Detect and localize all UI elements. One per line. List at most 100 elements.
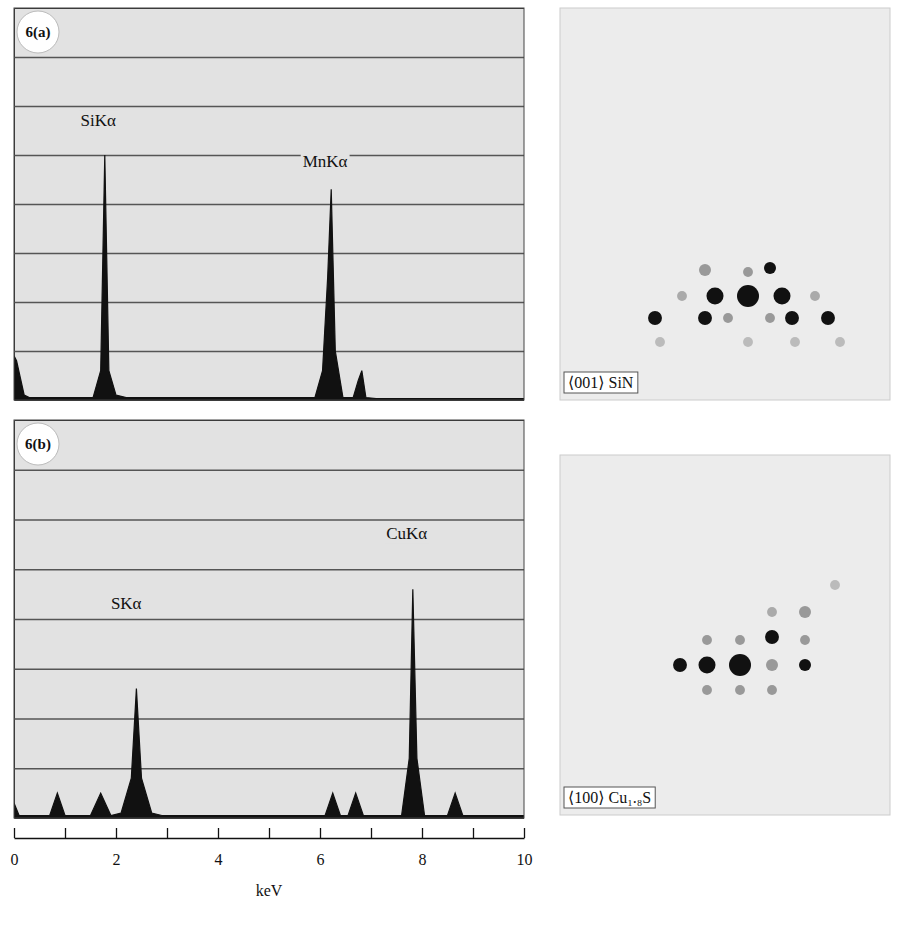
diffraction-spot xyxy=(799,659,811,671)
grid-tick xyxy=(14,669,524,670)
panel-label-text: 6(b) xyxy=(25,436,51,453)
diffraction-spot xyxy=(764,262,776,274)
grid-line xyxy=(14,519,524,521)
diffraction-spot xyxy=(810,291,820,301)
tick-label: 10 xyxy=(517,851,533,868)
peak-label: SKα xyxy=(111,594,142,613)
peak-label: MnKα xyxy=(303,152,348,171)
diffraction-spot xyxy=(723,313,733,323)
x-minor-tick xyxy=(473,828,474,838)
diffraction-spot xyxy=(743,337,753,347)
axis-line xyxy=(15,421,525,819)
grid-line xyxy=(14,569,524,571)
grid-line xyxy=(14,768,524,770)
x-axis-minor xyxy=(66,828,474,838)
diffraction-spot xyxy=(800,635,810,645)
grid-line xyxy=(14,469,524,471)
grid-line xyxy=(14,106,524,108)
x-axis: 0246810 xyxy=(11,828,533,868)
grid-line xyxy=(14,155,524,157)
tick-mark xyxy=(473,828,474,838)
grid-tick xyxy=(14,253,524,254)
marks xyxy=(14,589,524,818)
pattern-caption: ⟨001⟩ SiN xyxy=(564,372,638,393)
grid-line xyxy=(14,668,524,670)
grid-line xyxy=(14,204,524,206)
diffraction-spot xyxy=(702,685,712,695)
grid-tick xyxy=(14,619,524,620)
figure: SiKαMnKα6(a)⟨001⟩ SiNSKαCuKα6(b)0246810k… xyxy=(0,0,897,933)
label-patch xyxy=(78,111,117,130)
tick-label: 6 xyxy=(317,851,325,868)
tick-mark xyxy=(167,828,168,838)
grid-line xyxy=(14,351,524,353)
x-minor-tick xyxy=(269,828,270,838)
grid-line xyxy=(14,57,524,59)
caption-text: ⟨001⟩ SiN xyxy=(568,374,634,391)
diffraction-spot xyxy=(765,630,779,644)
y-axis xyxy=(14,9,524,401)
marks xyxy=(14,155,524,400)
diffraction-spot xyxy=(655,337,665,347)
caption-box xyxy=(564,787,655,808)
diffraction-spot xyxy=(698,311,712,325)
diffraction-spot xyxy=(706,287,723,304)
grid-tick xyxy=(14,204,524,205)
diffraction-spot xyxy=(737,285,759,307)
diffraction-spot xyxy=(835,337,845,347)
tick-mark xyxy=(371,828,372,838)
peak-annotation: SKα xyxy=(109,594,144,613)
diffraction-spot xyxy=(785,311,799,325)
tick-mark xyxy=(422,828,423,838)
diffraction-spot xyxy=(702,635,712,645)
caption-text: ⟨100⟩ Cu₁.₈S xyxy=(568,789,651,806)
plot-frame xyxy=(14,8,524,400)
axis-line xyxy=(15,9,525,401)
tick-mark xyxy=(116,828,117,838)
diffraction-spot xyxy=(729,654,751,676)
panel-label: 6(b) xyxy=(17,423,59,465)
spectrum-line xyxy=(14,589,524,815)
label-patch xyxy=(109,594,144,613)
grid-line xyxy=(14,253,524,255)
axis-line xyxy=(15,838,525,839)
caption-box xyxy=(564,372,638,393)
spectrum-panel: SiKα MnKα 6(a) xyxy=(14,8,524,401)
spectrum-area xyxy=(14,155,524,400)
x-tick: 4 xyxy=(215,828,223,868)
x-minor-tick xyxy=(371,828,372,838)
panel-label-text: 6(a) xyxy=(26,24,51,41)
diffraction-spot xyxy=(765,313,775,323)
diffraction-spot xyxy=(790,337,800,347)
plot-background xyxy=(560,8,890,400)
panel-label: 6(a) xyxy=(17,11,59,53)
plot-background xyxy=(560,455,890,815)
peak-annotation: MnKα xyxy=(301,152,350,171)
plot-background xyxy=(14,420,524,818)
diffraction-spot xyxy=(698,656,715,673)
tick-mark xyxy=(524,828,525,838)
peak-annotation: SiKα xyxy=(78,111,117,130)
marks xyxy=(648,262,845,347)
x-tick: 10 xyxy=(517,828,533,868)
spectrum-panel: SKαCuKα6(b)0246810keV xyxy=(11,420,533,899)
grid-tick xyxy=(14,520,524,521)
tick-label: 2 xyxy=(113,851,121,868)
x-axis-title: keV xyxy=(256,882,283,899)
diffraction-panel: ⟨100⟩ Cu₁.₈S xyxy=(560,455,890,815)
tick-label: 4 xyxy=(215,851,223,868)
diffraction-spot xyxy=(767,685,777,695)
diffraction-spot xyxy=(673,658,687,672)
tick-mark xyxy=(14,828,15,838)
panel-label-circle xyxy=(17,423,59,465)
diffraction-spot xyxy=(677,291,687,301)
tick-label: 0 xyxy=(11,851,19,868)
label-patch xyxy=(384,524,429,543)
plot-frame xyxy=(14,420,524,818)
diffraction-panel: ⟨001⟩ SiN xyxy=(560,8,890,400)
grid-tick xyxy=(14,155,524,156)
x-tick: 6 xyxy=(317,828,325,868)
x-minor-tick xyxy=(167,828,168,838)
grid-tick xyxy=(14,719,524,720)
diffraction-spot xyxy=(648,311,662,325)
